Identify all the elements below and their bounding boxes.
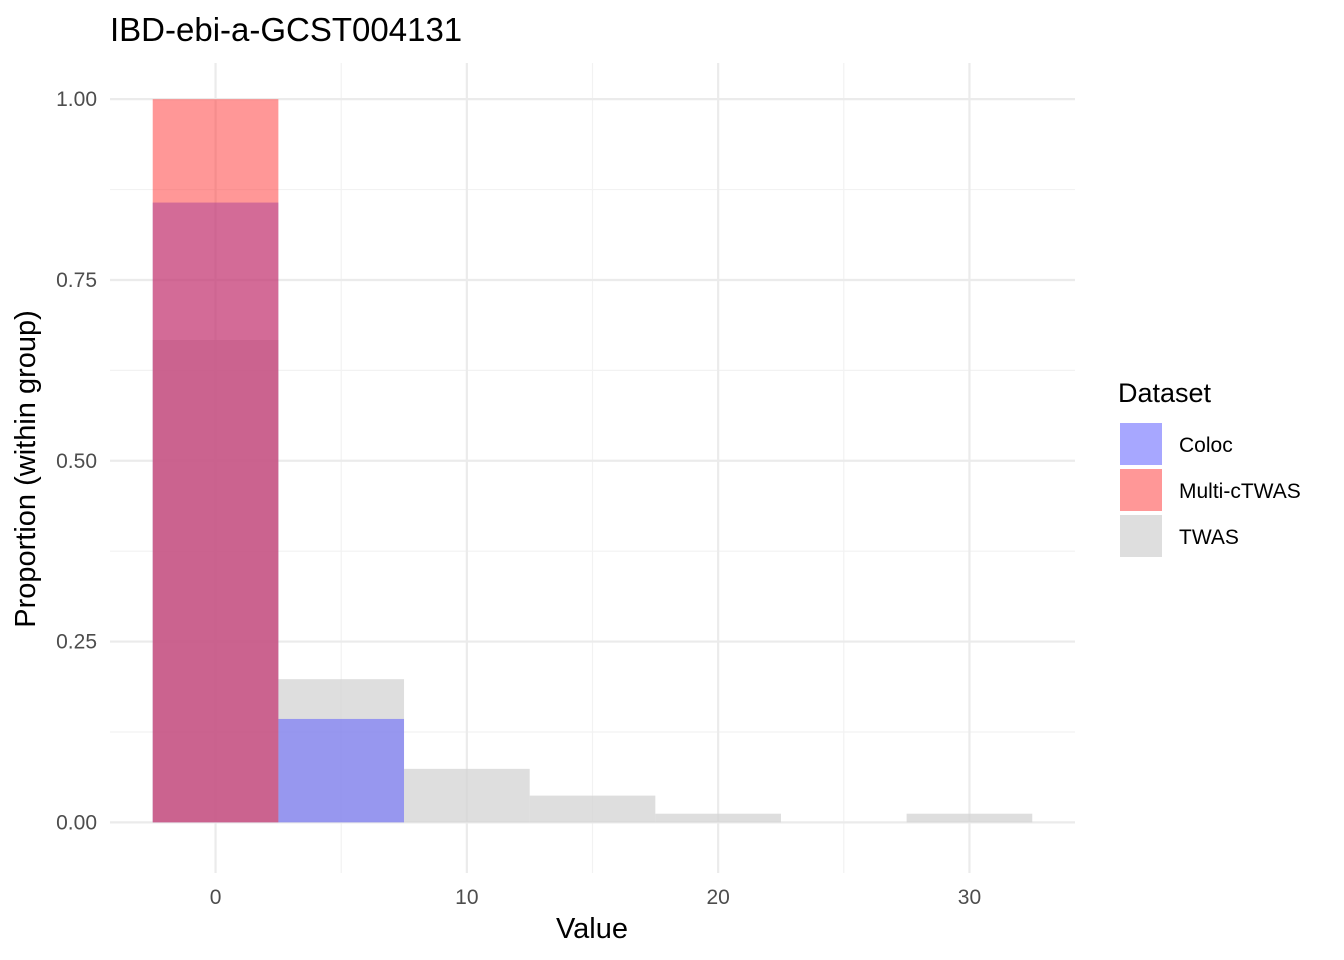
bar-twas	[906, 813, 1033, 823]
legend-key	[1120, 469, 1162, 511]
x-tick-label: 20	[706, 886, 729, 909]
bar-multi-ctwas	[152, 99, 279, 823]
bar-twas	[655, 813, 781, 823]
bar-coloc	[278, 718, 405, 823]
y-tick-label: 0.50	[56, 450, 97, 473]
tick-labels: 0 10 20 30 0.00 0.25 0.50 0.75 1.00	[56, 88, 981, 909]
y-tick-label: 0.75	[56, 269, 97, 292]
x-tick-label: 0	[210, 886, 222, 909]
legend-key	[1120, 515, 1162, 557]
x-axis-title: Value	[556, 913, 628, 945]
bars	[152, 99, 1033, 823]
legend: Dataset Coloc Multi-cTWAS TWAS	[1118, 378, 1301, 557]
legend-label: Multi-cTWAS	[1179, 480, 1301, 503]
x-tick-label: 30	[958, 886, 981, 909]
y-axis-title: Proportion (within group)	[10, 310, 42, 628]
legend-item: TWAS	[1120, 515, 1239, 557]
legend-item: Coloc	[1120, 423, 1233, 465]
y-tick-label: 0.25	[56, 631, 97, 654]
y-tick-label: 0.00	[56, 811, 97, 834]
legend-label: Coloc	[1179, 434, 1233, 457]
legend-item: Multi-cTWAS	[1120, 469, 1301, 511]
chart-title: IBD-ebi-a-GCST004131	[110, 11, 462, 48]
legend-label: TWAS	[1179, 526, 1239, 549]
bar-twas	[404, 768, 530, 823]
bar-twas	[529, 795, 656, 823]
legend-title: Dataset	[1118, 378, 1212, 408]
legend-key	[1120, 423, 1162, 465]
x-tick-label: 10	[455, 886, 478, 909]
y-tick-label: 1.00	[56, 88, 97, 111]
